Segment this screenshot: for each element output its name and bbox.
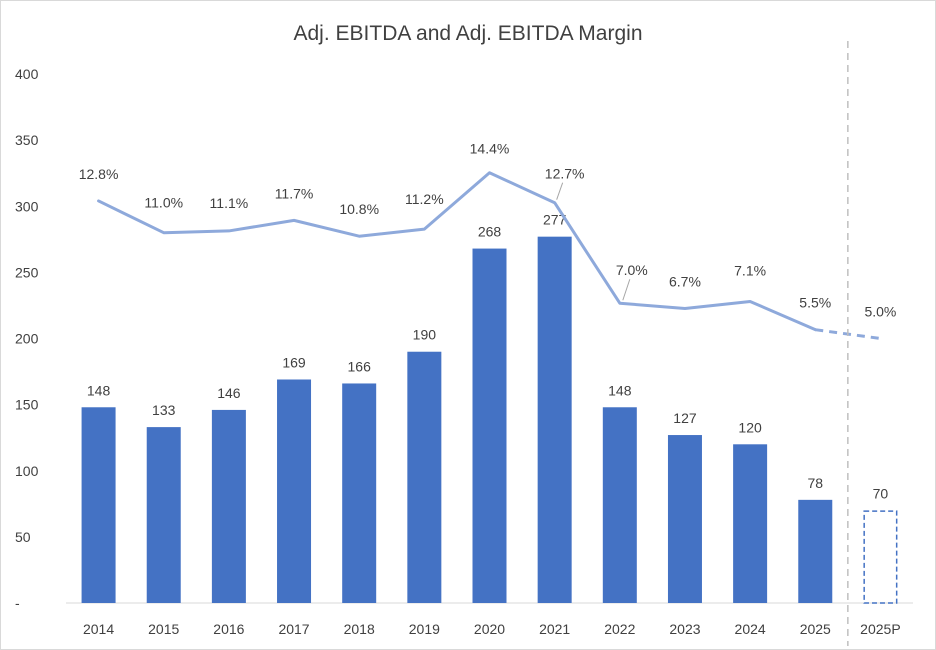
bar-value-label: 127: [673, 410, 697, 426]
y-tick-label: 400: [15, 66, 39, 82]
margin-value-label: 11.2%: [405, 191, 444, 207]
y-axis: - 50 100 150 200 250 300 350 400: [15, 66, 913, 611]
margin-value-label: 12.7%: [545, 166, 585, 182]
x-tick-label: 2025: [800, 621, 831, 637]
bar-2018: [342, 383, 377, 603]
bar-series: [81, 236, 898, 604]
x-tick-label: 2017: [278, 621, 309, 637]
chart-title: Adj. EBITDA and Adj. EBITDA Margin: [294, 22, 643, 45]
margin-labels: 12.8% 11.0% 11.1% 11.7% 10.8% 11.2% 14.4% 12.7%…: [79, 141, 897, 320]
bar-value-label: 78: [807, 475, 823, 491]
y-tick-label: 50: [15, 529, 31, 545]
bar-2020: [472, 248, 507, 603]
y-tick-label: 150: [15, 397, 39, 413]
margin-value-label: 5.5%: [799, 295, 831, 311]
bar-2016: [211, 409, 246, 603]
bar-2019: [407, 351, 442, 603]
margin-value-label: 7.0%: [616, 262, 648, 278]
bar-2025: [798, 499, 833, 603]
bar-value-label: 169: [282, 354, 306, 370]
bar-2022: [602, 407, 637, 603]
bar-2017: [277, 379, 312, 603]
x-tick-label: 2023: [669, 621, 700, 637]
x-tick-label: 2014: [83, 621, 114, 637]
x-tick-label: 2024: [735, 621, 766, 637]
margin-value-label: 7.1%: [734, 262, 766, 278]
bar-value-label: 133: [152, 402, 176, 418]
bar-2014: [81, 407, 116, 603]
bar-value-label: 148: [87, 382, 111, 398]
bar-value-label: 166: [348, 358, 372, 374]
margin-value-label: 11.1%: [210, 195, 249, 211]
x-tick-label: 2018: [344, 621, 375, 637]
bar-2015: [146, 427, 181, 603]
margin-value-label: 11.7%: [275, 185, 314, 201]
margin-value-label: 6.7%: [669, 274, 701, 290]
x-tick-label: 2021: [539, 621, 570, 637]
bar-2025P: [863, 510, 898, 604]
bar-2023: [667, 435, 702, 603]
x-tick-label: 2019: [409, 621, 440, 637]
bar-2024: [733, 444, 768, 603]
x-axis: 2014 2015 2016 2017 2018 2019 2020 2021 2022 2023…: [83, 621, 901, 637]
bar-value-label: 146: [217, 385, 241, 401]
y-tick-label: 100: [15, 463, 39, 479]
x-tick-label: 2020: [474, 621, 505, 637]
label-leader-line: [622, 279, 631, 301]
y-tick-label: 350: [15, 132, 39, 148]
margin-value-label: 14.4%: [470, 141, 510, 157]
bar-value-label: 190: [413, 327, 437, 343]
bar-value-label: 268: [478, 224, 502, 240]
margin-value-label: 10.8%: [339, 201, 379, 217]
y-tick-label: 200: [15, 331, 39, 347]
x-tick-label: 2022: [604, 621, 635, 637]
x-tick-label: 2025P: [860, 621, 900, 637]
margin-value-label: 5.0%: [864, 304, 896, 320]
bar-value-label: 120: [738, 419, 762, 435]
bar-labels: 148 133 146 169 166 190 268 277 148 127 120 78 70: [87, 212, 889, 502]
bar-value-label: 148: [608, 382, 632, 398]
label-leader-line: [556, 182, 564, 200]
bar-value-label: 70: [873, 485, 889, 501]
y-tick-label: -: [15, 595, 20, 611]
margin-value-label: 11.0%: [144, 195, 183, 211]
x-tick-label: 2016: [213, 621, 244, 637]
bar-2021: [537, 236, 572, 604]
y-tick-label: 250: [15, 264, 39, 280]
bar-value-label: 277: [543, 212, 567, 228]
margin-line: [97, 171, 817, 332]
margin-value-label: 12.8%: [79, 166, 119, 182]
x-tick-label: 2015: [148, 621, 179, 637]
y-tick-label: 300: [15, 198, 39, 214]
